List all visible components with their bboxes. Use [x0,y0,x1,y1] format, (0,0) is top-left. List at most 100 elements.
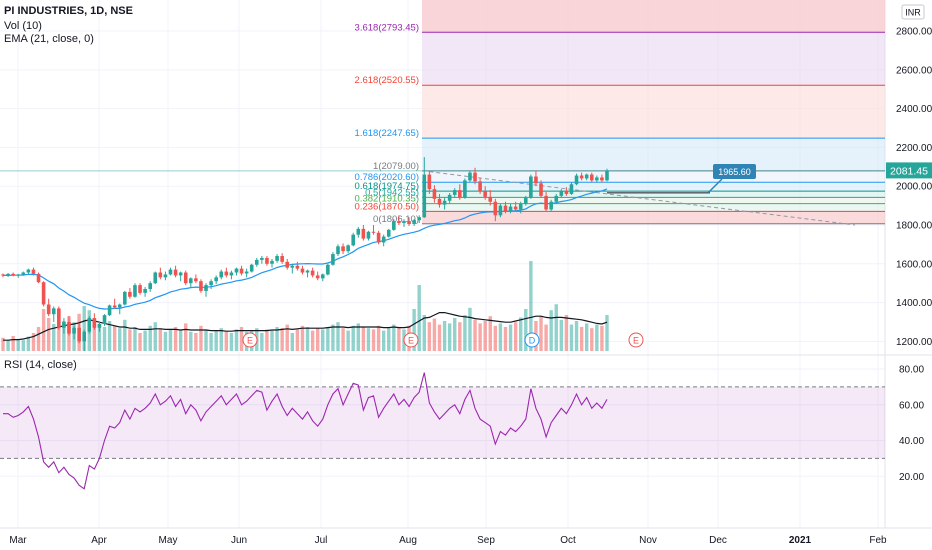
volume-legend[interactable]: Vol (10) [4,20,42,32]
candle-body [138,285,142,293]
candle-body [529,176,533,198]
volume-bar [310,330,315,351]
fibonacci-retracement[interactable]: 0(1806.10)0.236(1870.50)0.382(1910.35)0.… [355,0,885,225]
candle-body [493,201,498,216]
volume-bar [442,321,447,351]
rsi-polyline [3,372,608,490]
price-tick-label: 1800.00 [896,220,932,231]
candle-body [320,274,325,279]
fib-band [422,85,885,139]
price-tick-label: 2800.00 [896,27,932,38]
volume-bar [52,324,56,351]
event-marker-icon[interactable] [242,332,258,348]
volume-bar [331,324,335,351]
price-tick-label: 2000.00 [896,182,932,193]
volume-bar [285,324,289,351]
volume-bar [1,337,5,351]
volume-bar [224,331,229,351]
time-tick-label: Nov [639,535,657,546]
candle-body [336,246,340,255]
volume-bar [422,315,426,351]
time-tick-label: Dec [709,535,727,546]
candle-body [295,265,300,269]
candle-body [605,170,609,181]
time-tick-label: May [159,535,178,546]
candle-body [544,195,548,210]
currency-badge[interactable] [901,4,925,20]
fib-level-label: 0.5(1942.55) [365,187,419,198]
volume-bar [36,327,41,351]
volume-bar [270,330,274,351]
volume-bar [590,328,594,351]
candle-body [178,272,183,276]
candle-body [1,274,5,276]
volume-bar [559,319,564,351]
ema-legend[interactable]: EMA (21, close, 0) [4,33,94,45]
candle-body [209,281,213,286]
time-tick-label: Apr [91,535,107,546]
event-marker-icon[interactable] [403,332,419,348]
volume-bar [31,333,36,351]
candle-body [143,288,147,293]
volume-bar [574,321,579,351]
volume-bar [554,304,558,351]
volume-bar [397,327,401,351]
volume-bar [57,315,61,351]
candle-body [589,174,594,181]
candle-body [234,268,239,273]
volume-bar [123,319,127,351]
volume-bar [381,330,386,351]
candle-body [366,231,371,239]
volume-bar [133,327,137,351]
event-marker-icon[interactable] [524,332,540,348]
rsi-band [0,386,885,459]
candle-body [183,272,188,284]
volume-bar [138,333,142,351]
volume-bar [326,327,330,351]
volume-bar [595,324,599,351]
candle-body [584,174,589,179]
candle-body [422,174,427,218]
candle-body [57,308,61,328]
time-tick-label: Aug [399,535,417,546]
candle-body [564,191,569,194]
candle-body [285,261,290,268]
volume-bar [82,306,86,351]
target-callout[interactable]: 1965.60 [607,164,756,194]
rsi-legend[interactable]: RSI (14, close) [4,359,77,371]
candle-body [463,180,467,198]
volume-bar [194,333,198,351]
volume-bar [366,328,371,351]
fib-band [422,203,885,212]
candle-body [173,269,178,276]
volume-bar [503,327,508,351]
last-price-label: 2081.45 [890,165,928,177]
candle-body [229,272,234,276]
candle-body [6,273,10,276]
volume-bar [584,323,589,351]
price-tick-label: 1600.00 [896,259,932,270]
candle-body [356,228,361,235]
event-marker-letter: E [633,336,639,346]
volume-bar [260,333,264,351]
candle-body [36,273,41,283]
candle-body [82,331,87,342]
fib-level-label: 0.786(2020.60) [355,172,419,183]
volume-bar [62,321,66,351]
volume-bar [341,328,345,351]
candle-body [346,245,350,252]
event-marker-icon[interactable] [628,332,644,348]
volume-bar [21,340,26,351]
fib-band [422,197,885,204]
volume-bar [605,315,609,351]
volume-bar [564,315,569,351]
candle-body [254,259,259,265]
price-tick-label: 1200.00 [896,337,932,348]
event-marker-letter: E [408,336,414,346]
symbol-title[interactable]: PI INDUSTRIES, 1D, NSE [4,5,133,17]
price-tick-label: 2600.00 [896,65,932,76]
fib-level-label: 0.382(1910.35) [355,194,419,205]
candlesticks [1,157,609,352]
